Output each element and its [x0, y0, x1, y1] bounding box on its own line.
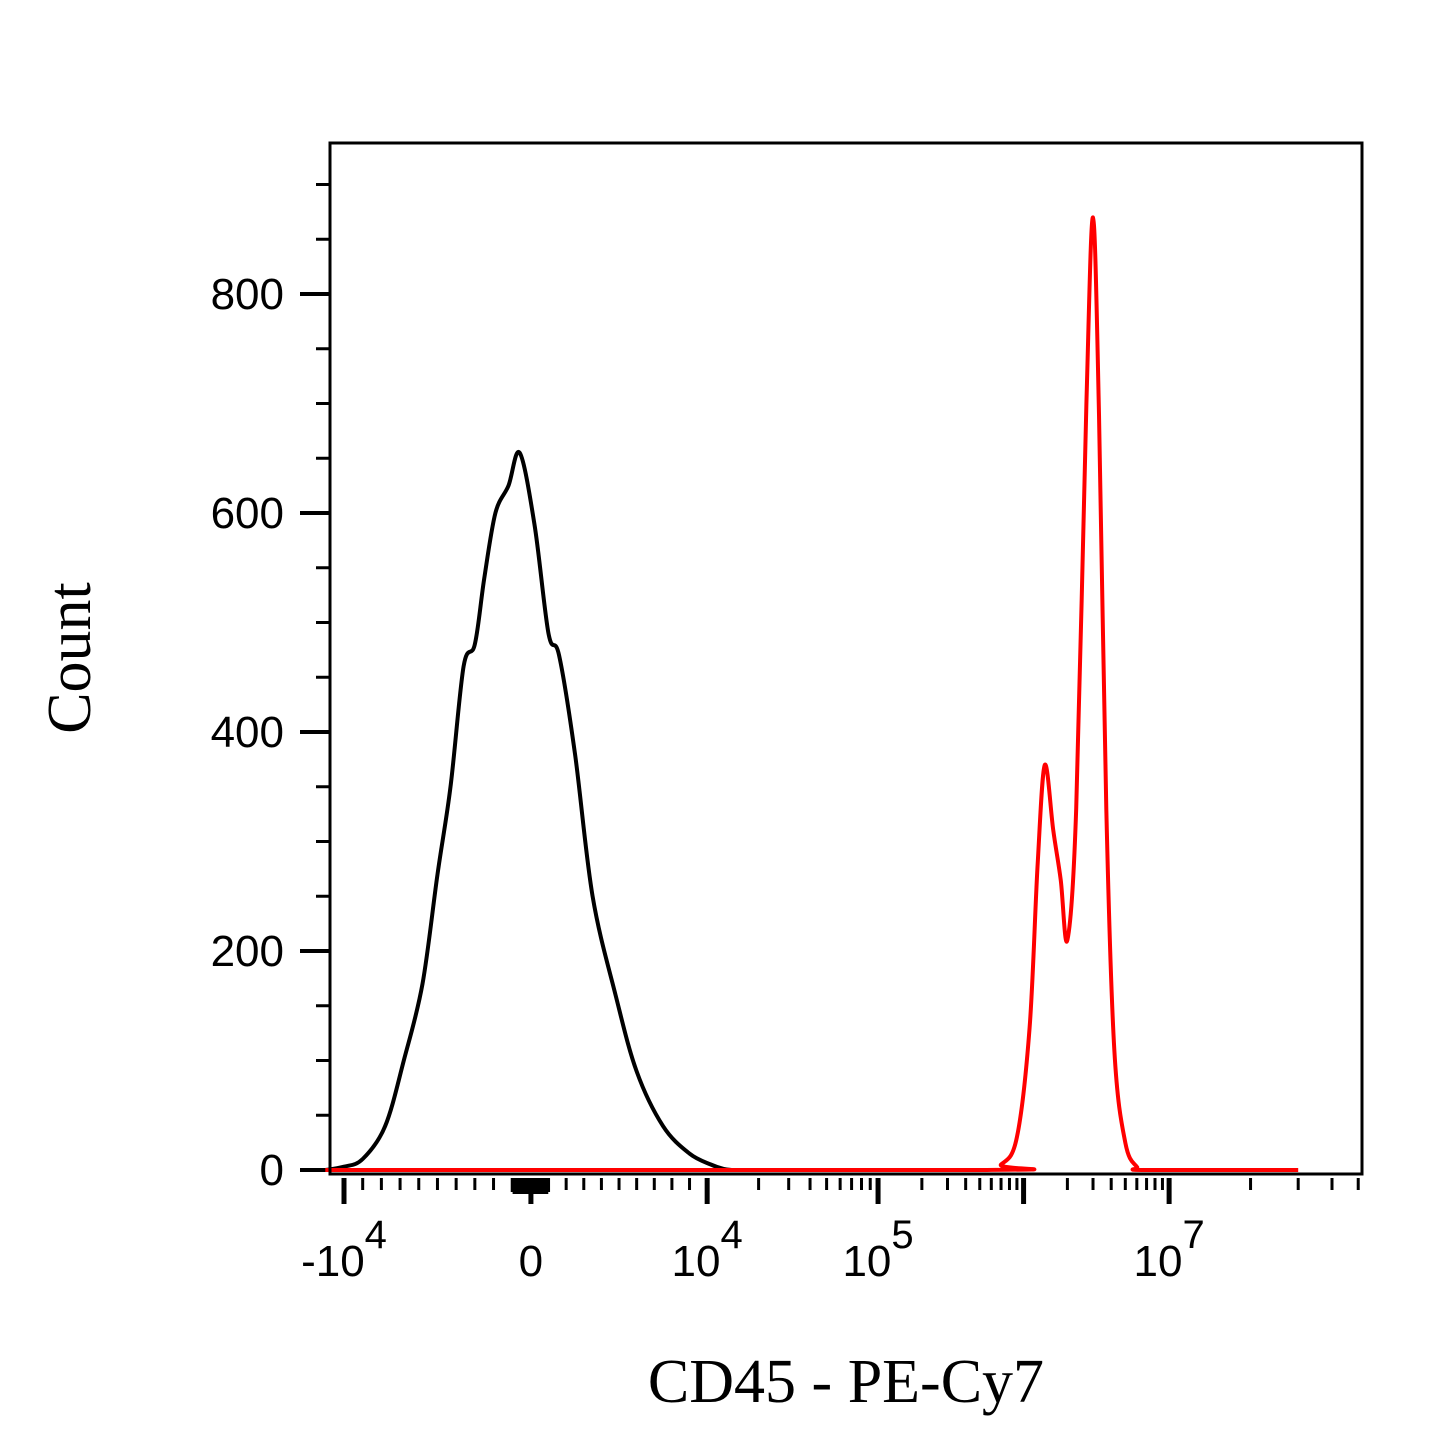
histogram-series-2	[325, 215, 1299, 1173]
x-tick-label: 0	[519, 1237, 543, 1286]
y-tick-label: 400	[211, 708, 284, 757]
y-axis-title: Count	[36, 582, 104, 734]
series-layer	[324, 215, 1299, 1173]
x-tick-label: 105	[842, 1213, 913, 1286]
x-axis-tick-labels: -104 0 104 105 107	[301, 1213, 1205, 1286]
y-tick-label: 800	[211, 270, 284, 319]
x-axis-ticks	[341, 1178, 1360, 1204]
x-tick-label: 107	[1134, 1213, 1205, 1286]
y-tick-label: 200	[211, 927, 284, 976]
y-tick-label: 0	[260, 1146, 284, 1195]
x-axis-title: CD45 - PE-Cy7	[648, 1348, 1044, 1416]
x-tick-label: -104	[301, 1213, 387, 1286]
histogram-series-1	[324, 449, 733, 1172]
y-tick-label: 600	[211, 489, 284, 538]
x-tick-label: 104	[672, 1213, 743, 1286]
plot-frame	[328, 141, 1364, 1176]
y-axis-ticks	[300, 183, 330, 1172]
y-axis-tick-labels: 0 200 400 600 800	[211, 270, 284, 1195]
